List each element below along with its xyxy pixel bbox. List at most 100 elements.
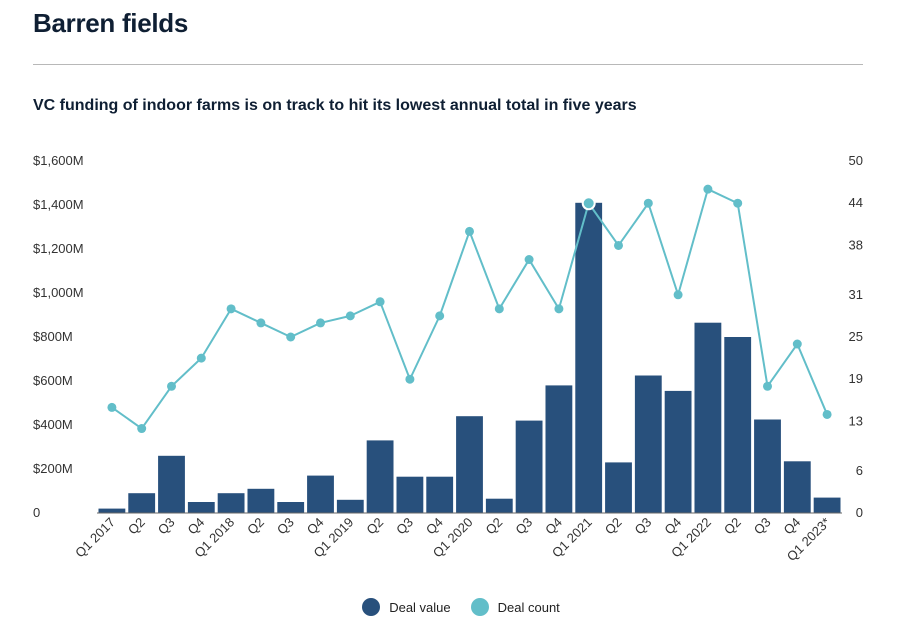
deal-count-line: [107, 184, 832, 434]
deal-count-point: [137, 424, 147, 434]
deal-count-point: [375, 297, 385, 307]
legend-item-deal-value[interactable]: Deal value: [362, 598, 451, 616]
deal-count-point: [614, 240, 623, 250]
bar-deal-value: [366, 440, 394, 513]
x-tick-label: Q4: [185, 515, 208, 538]
right-tick-label: 6: [856, 463, 863, 478]
combo-chart: 0 $200M $400M $600M $800M $1,000M $1,200M $1,40…: [33, 153, 863, 564]
deal-count-point: [763, 381, 772, 391]
page-title: Barren fields: [33, 8, 189, 38]
left-tick-label: $1,000M: [33, 285, 84, 300]
right-tick-label: 50: [849, 153, 863, 168]
x-tick-label: Q1 2017: [72, 515, 118, 561]
deal-count-point: [316, 318, 325, 328]
bar-deal-value: [307, 475, 334, 513]
legend-label-deal-value: Deal value: [389, 599, 451, 615]
left-tick-label: $200M: [33, 461, 73, 476]
deal-count-point: [226, 304, 236, 314]
right-tick-label: 25: [849, 329, 863, 344]
legend-item-deal-count[interactable]: Deal count: [470, 598, 560, 616]
x-tick-label: Q2: [244, 515, 267, 538]
bar-deal-value: [426, 476, 454, 513]
left-tick-label: $1,600M: [33, 153, 84, 168]
right-tick-label: 38: [849, 237, 863, 252]
deal-count-point: [554, 304, 564, 314]
deal-count-point-highlighted: [581, 196, 596, 211]
bar-deal-value: [813, 497, 841, 513]
left-tick-label: $800M: [33, 329, 73, 344]
chart-subtitle: VC funding of indoor farms is on track t…: [33, 97, 637, 114]
bar-deal-value: [187, 502, 215, 513]
deal-count-point: [435, 311, 445, 321]
x-tick-label: Q2: [602, 515, 625, 538]
deal-count-point: [405, 374, 415, 384]
bar-deal-value: [694, 322, 722, 513]
deal-count-point: [286, 332, 296, 342]
bar-deal-value: [456, 416, 483, 513]
left-tick-label: $1,200M: [33, 241, 84, 256]
deal-count-point: [107, 402, 117, 412]
bar-deal-value: [98, 508, 126, 513]
x-tick-label: Q3: [512, 515, 535, 538]
bar-deal-value: [605, 462, 632, 513]
bar-deal-value: [724, 337, 752, 513]
bar-deal-value: [545, 385, 573, 513]
right-tick-label: 0: [856, 505, 863, 520]
bar-deal-value: [754, 419, 781, 513]
deal-count-point: [345, 311, 355, 321]
x-tick-label: Q2: [125, 515, 148, 538]
deal-count-point: [196, 353, 206, 363]
title-divider: [33, 64, 863, 65]
x-tick-label: Q4: [423, 515, 446, 538]
deal-count-point: [733, 198, 743, 208]
bar-deal-value: [277, 502, 305, 513]
x-tick-label: Q2: [721, 515, 744, 538]
right-tick-label: 19: [849, 371, 863, 386]
bar-deal-value: [485, 498, 513, 513]
deal-count-point: [167, 381, 176, 391]
bar-deal-value: [128, 493, 156, 513]
x-tick-label: Q4: [661, 515, 684, 538]
deal-count-swatch: [470, 598, 489, 616]
x-tick-label: Q4: [542, 515, 565, 538]
bar-deal-value: [783, 461, 811, 513]
bar-deal-value: [515, 420, 543, 513]
bar-deal-value: [396, 476, 424, 513]
deal-count-point: [494, 304, 504, 314]
x-tick-label: Q4: [781, 515, 804, 538]
bar-deal-value: [336, 499, 364, 513]
left-tick-label: $1,400M: [33, 197, 84, 212]
right-tick-label: 44: [849, 195, 863, 210]
deal-value-swatch: [362, 598, 381, 616]
x-tick-label: Q3: [632, 515, 655, 538]
deal-count-point: [822, 409, 832, 419]
deal-count-point: [643, 198, 653, 208]
bar-deal-value: [217, 493, 245, 513]
right-axis-ticks: 0 6 13 19 25 31 38 44 50: [849, 153, 863, 520]
x-tick-label: Q3: [274, 515, 297, 538]
left-tick-label: $400M: [33, 417, 73, 432]
deal-count-point: [256, 318, 266, 328]
deal-count-point: [524, 255, 534, 265]
bar-deal-value: [158, 455, 185, 513]
bar-deal-value: [664, 390, 692, 513]
deal-value-bars: [98, 202, 841, 514]
legend: Deal value Deal count: [0, 598, 922, 616]
deal-count-point: [465, 226, 474, 236]
deal-count-point: [792, 339, 802, 349]
deal-count-point: [703, 184, 713, 194]
x-tick-label: Q4: [304, 515, 327, 538]
x-tick-label: Q3: [155, 515, 178, 538]
x-tick-label: Q2: [483, 515, 506, 538]
right-tick-label: 13: [849, 413, 863, 428]
left-tick-label: $600M: [33, 373, 73, 388]
x-tick-label: Q3: [751, 515, 774, 538]
left-tick-label: 0: [33, 505, 40, 520]
left-axis-ticks: 0 $200M $400M $600M $800M $1,000M $1,200M $1,40…: [33, 153, 84, 520]
x-tick-label: Q2: [363, 515, 386, 538]
right-tick-label: 31: [849, 287, 863, 302]
legend-label-deal-count: Deal count: [497, 599, 560, 615]
bar-deal-value: [634, 375, 662, 513]
bar-deal-value: [575, 202, 603, 514]
